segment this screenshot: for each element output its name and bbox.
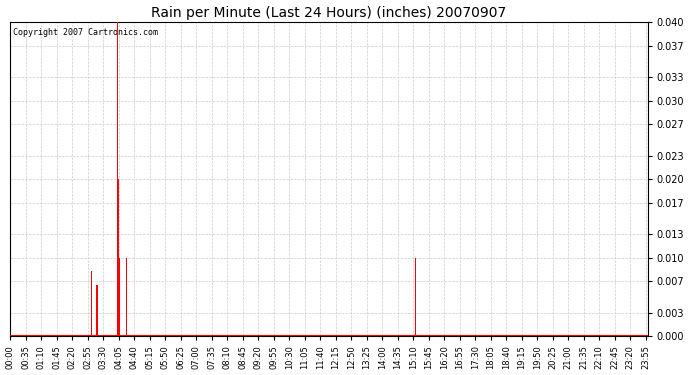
- Title: Rain per Minute (Last 24 Hours) (inches) 20070907: Rain per Minute (Last 24 Hours) (inches)…: [151, 6, 506, 20]
- Text: Copyright 2007 Cartronics.com: Copyright 2007 Cartronics.com: [13, 28, 158, 38]
